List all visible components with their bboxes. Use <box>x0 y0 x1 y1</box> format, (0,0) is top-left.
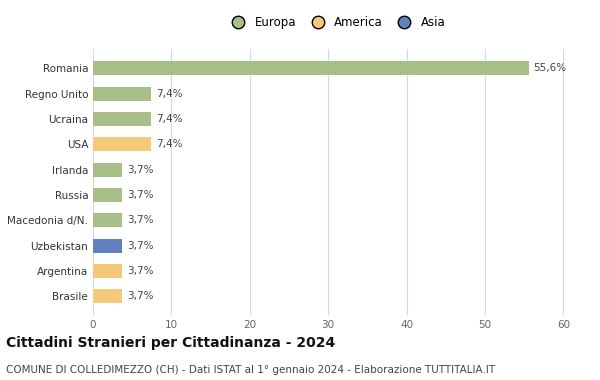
Bar <box>93 214 122 227</box>
Legend: Europa, America, Asia: Europa, America, Asia <box>224 14 448 32</box>
Bar <box>93 112 151 126</box>
Text: 7,4%: 7,4% <box>156 139 182 149</box>
Text: 3,7%: 3,7% <box>127 241 153 251</box>
Bar <box>93 138 151 151</box>
Bar <box>93 62 529 75</box>
Text: 3,7%: 3,7% <box>127 165 153 175</box>
Text: 3,7%: 3,7% <box>127 215 153 225</box>
Text: 7,4%: 7,4% <box>156 114 182 124</box>
Bar <box>93 87 151 101</box>
Text: 7,4%: 7,4% <box>156 89 182 99</box>
Bar <box>93 239 122 253</box>
Text: COMUNE DI COLLEDIMEZZO (CH) - Dati ISTAT al 1° gennaio 2024 - Elaborazione TUTTI: COMUNE DI COLLEDIMEZZO (CH) - Dati ISTAT… <box>6 365 495 375</box>
Bar <box>93 163 122 177</box>
Text: Cittadini Stranieri per Cittadinanza - 2024: Cittadini Stranieri per Cittadinanza - 2… <box>6 336 335 350</box>
Text: 3,7%: 3,7% <box>127 291 153 301</box>
Text: 3,7%: 3,7% <box>127 190 153 200</box>
Bar <box>93 188 122 202</box>
Bar <box>93 290 122 303</box>
Text: 55,6%: 55,6% <box>533 63 566 73</box>
Text: 3,7%: 3,7% <box>127 266 153 276</box>
Bar <box>93 264 122 278</box>
